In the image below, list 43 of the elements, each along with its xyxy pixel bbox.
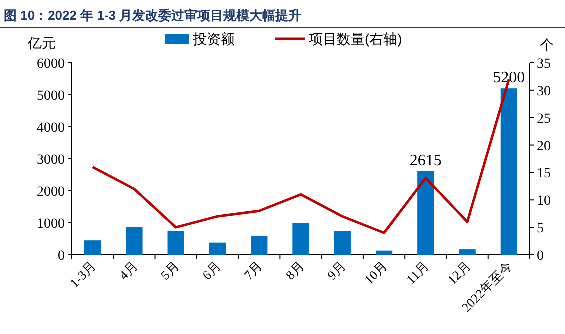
x-tick-label: 9月 <box>324 258 349 283</box>
y-tick-label: 5000 <box>37 89 65 104</box>
y2-tick-label: 5 <box>537 222 544 237</box>
y2-tick-label: 35 <box>537 57 551 72</box>
y-tick-label: 6000 <box>37 57 65 72</box>
bar <box>126 227 143 255</box>
x-tick-label: 11月 <box>403 258 432 288</box>
y-tick-label: 4000 <box>37 121 65 136</box>
bar <box>500 88 518 255</box>
bar <box>168 231 184 255</box>
y2-tick-label: 0 <box>537 249 544 264</box>
x-tick-label: 10月 <box>361 258 390 288</box>
y-axis-title: 亿元 <box>27 35 56 51</box>
x-tick-label: 6月 <box>199 258 224 283</box>
x-tick-label: 8月 <box>282 258 308 283</box>
legend-label: 项目数量(右轴) <box>309 31 402 47</box>
bar <box>376 250 393 255</box>
bar <box>334 231 351 255</box>
bar <box>251 236 268 255</box>
data-label: 5200 <box>493 70 526 87</box>
bar <box>292 223 310 255</box>
y-tick-label: 2000 <box>37 185 65 200</box>
x-tick-label: 4月 <box>116 258 141 283</box>
y2-tick-label: 15 <box>537 166 551 182</box>
legend-label: 投资额 <box>192 31 235 47</box>
data-label: 2615 <box>410 152 442 170</box>
y2-axis-title: 个 <box>540 37 554 53</box>
y2-tick-label: 30 <box>537 84 551 100</box>
y2-tick-label: 10 <box>537 194 551 210</box>
y-tick-label: 3000 <box>37 153 65 168</box>
y2-tick-label: 25 <box>537 112 551 127</box>
bar <box>209 242 226 255</box>
bar <box>84 240 102 255</box>
bar <box>418 171 434 255</box>
y-tick-label: 0 <box>58 249 65 264</box>
y2-tick-label: 20 <box>537 139 551 154</box>
chart-title: 图 10：2022 年 1-3 月发改委过审项目规模大幅提升 <box>4 8 302 23</box>
x-tick-label: 7月 <box>241 258 266 283</box>
x-tick-label: 5月 <box>158 258 182 283</box>
bar <box>459 250 476 255</box>
x-tick-label: 1-3月 <box>66 258 99 291</box>
x-tick-label: 12月 <box>444 258 474 288</box>
y-tick-label: 1000 <box>37 217 65 232</box>
